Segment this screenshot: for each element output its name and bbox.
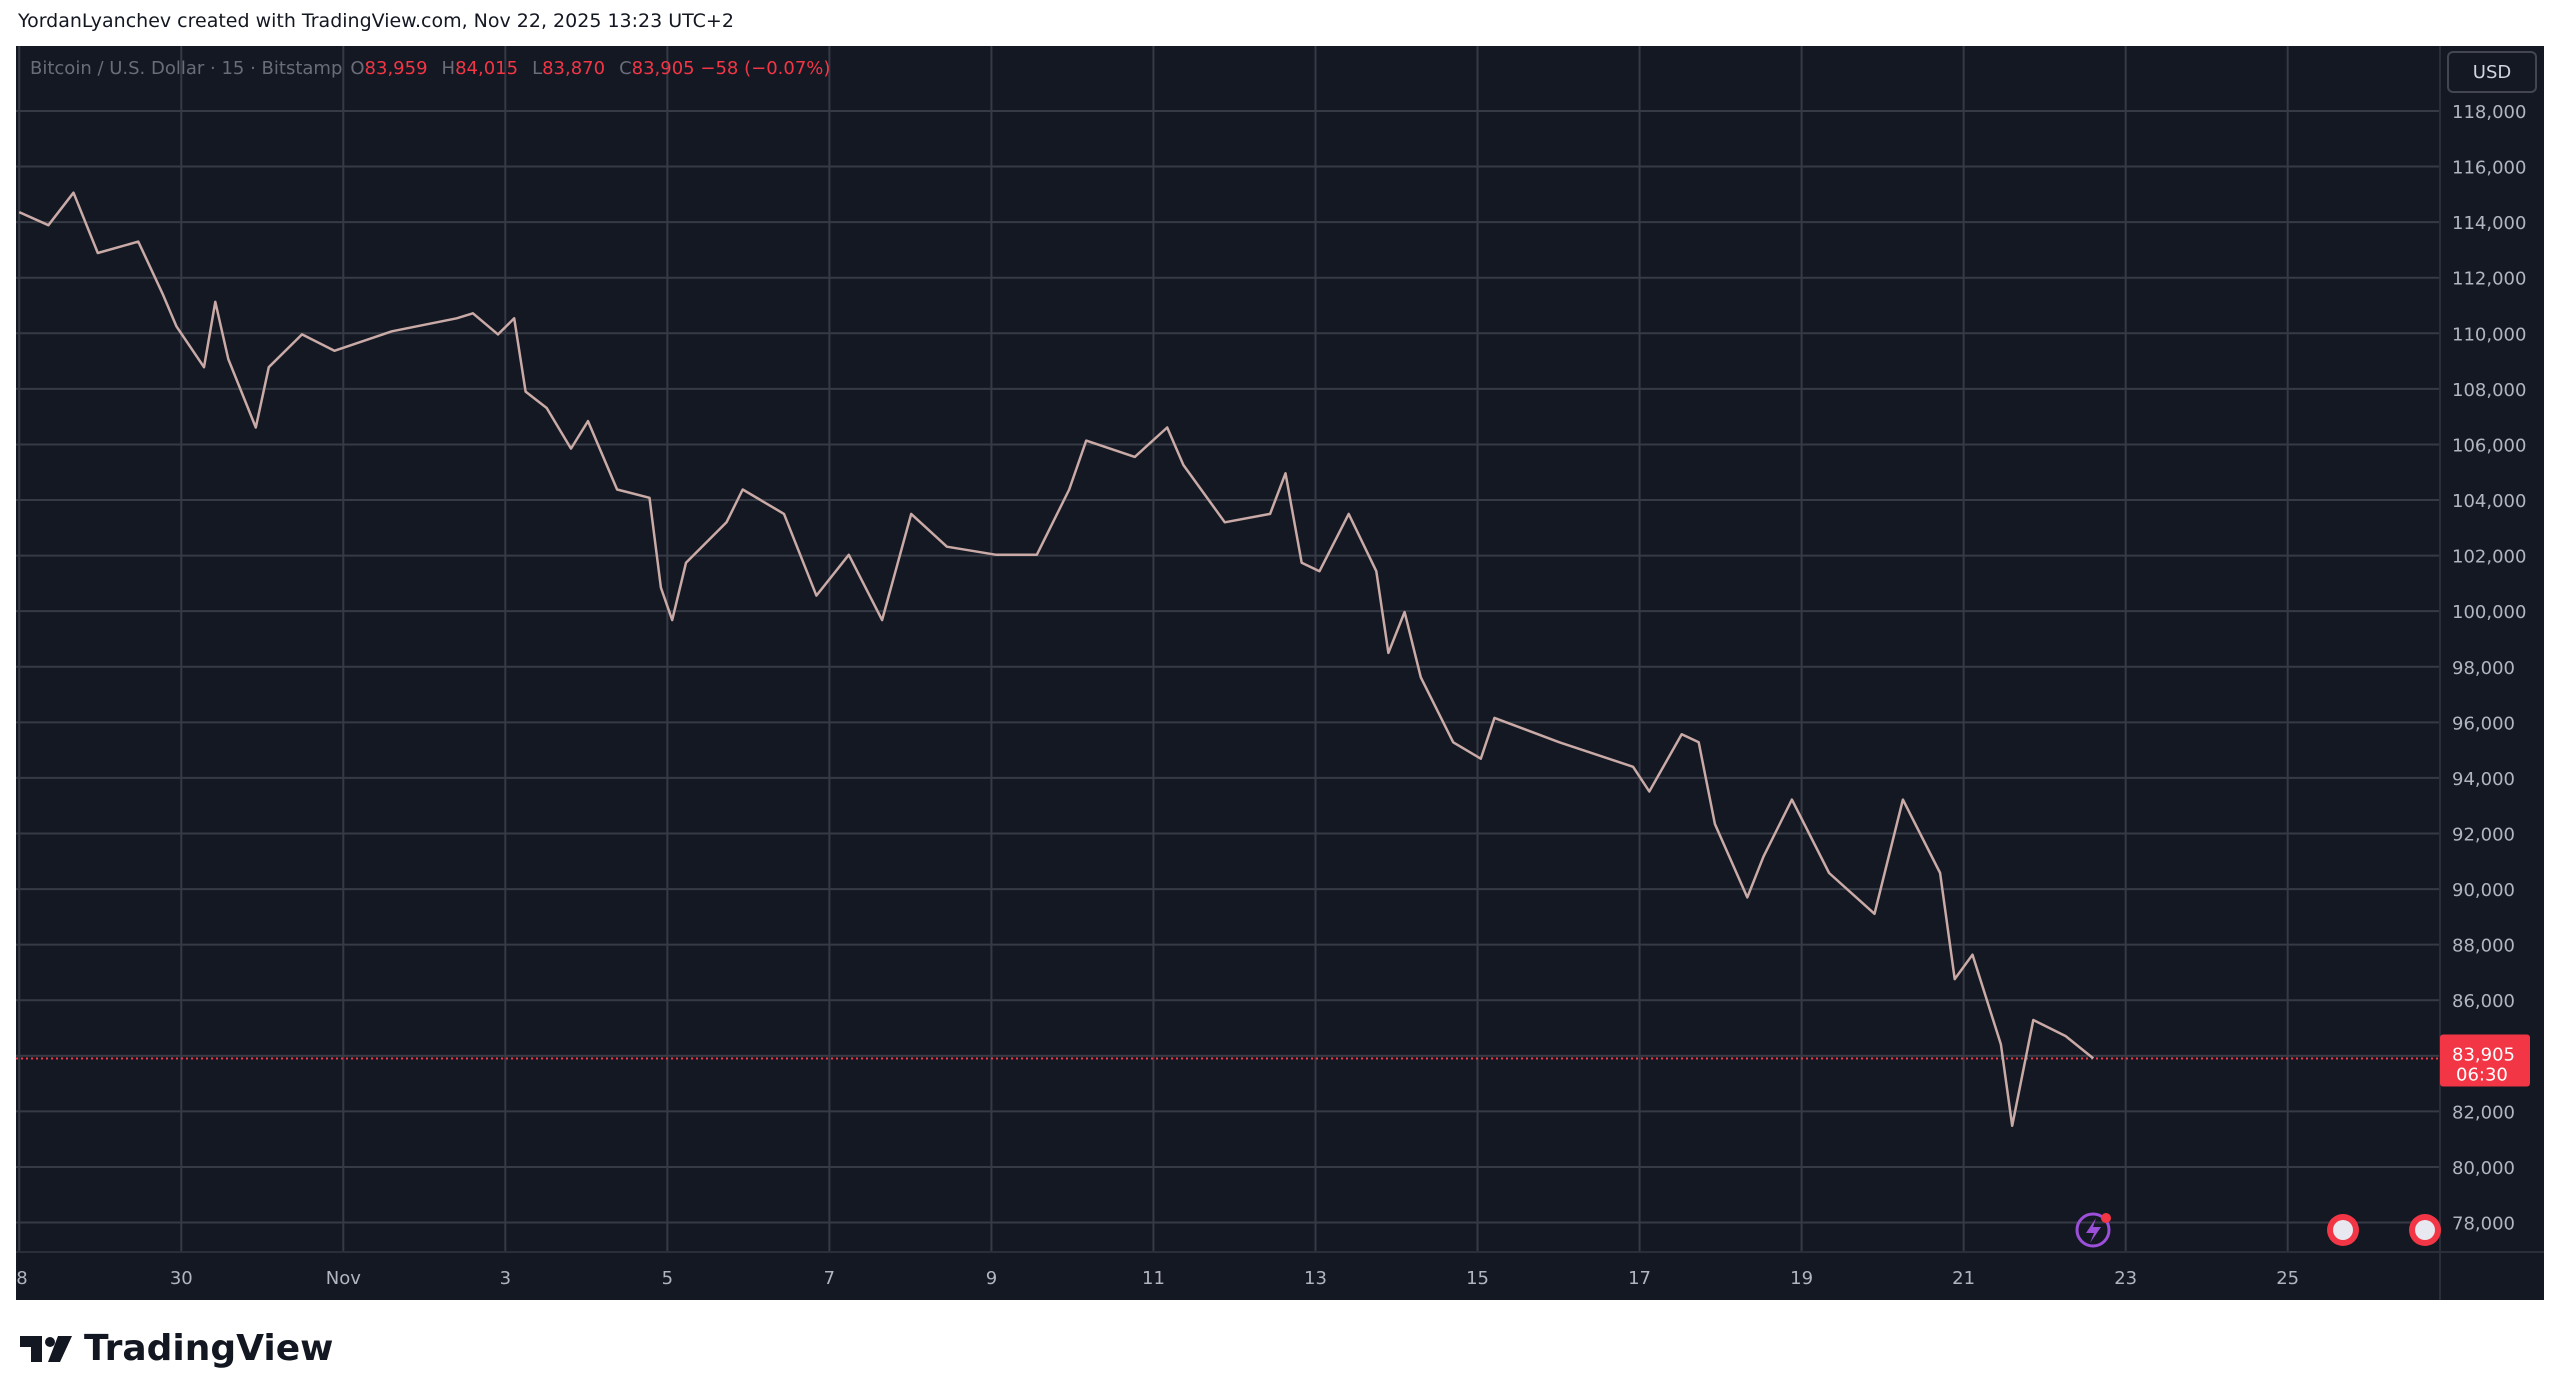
x-tick-label: 25 bbox=[2276, 1268, 2299, 1289]
y-tick-label: 104,000 bbox=[2452, 491, 2526, 512]
y-tick-label: 90,000 bbox=[2452, 880, 2515, 901]
y-tick-label: 92,000 bbox=[2452, 824, 2515, 845]
ohlc-value: 84,015 bbox=[455, 58, 519, 79]
y-tick-label: 78,000 bbox=[2452, 1214, 2515, 1235]
x-tick-label: 5 bbox=[662, 1268, 673, 1289]
event-icon bbox=[2075, 1212, 2111, 1248]
y-tick-label: 98,000 bbox=[2452, 658, 2515, 679]
y-tick-label: 112,000 bbox=[2452, 269, 2526, 290]
x-tick-label: 30 bbox=[170, 1268, 193, 1289]
y-tick-label: 106,000 bbox=[2452, 435, 2526, 456]
x-tick-label: 17 bbox=[1628, 1268, 1651, 1289]
price-line bbox=[18, 191, 2095, 1128]
event-icon bbox=[2086, 1218, 2101, 1243]
x-tick-label: 23 bbox=[2114, 1268, 2137, 1289]
x-tick-label: 19 bbox=[1790, 1268, 1813, 1289]
x-tick-label: 9 bbox=[986, 1268, 997, 1289]
x-tick-label: Nov bbox=[326, 1268, 361, 1289]
ohlc: O83,959 H84,015 L83,870 C83,905 bbox=[342, 58, 694, 79]
chart: USD 78,00080,00082,00084,00086,00088,000… bbox=[16, 46, 2544, 1300]
logo-icon bbox=[20, 1335, 72, 1362]
y-tick-label: 82,000 bbox=[2452, 1102, 2515, 1123]
event-icons bbox=[2075, 1212, 2441, 1248]
legend: Bitcoin / U.S. Dollar · 15 · Bitstamp O83… bbox=[30, 58, 830, 79]
symbol-title: Bitcoin / U.S. Dollar · 15 · Bitstamp bbox=[30, 58, 343, 79]
x-tick-label: 7 bbox=[824, 1268, 835, 1289]
ohlc-value: 83,870 bbox=[542, 58, 606, 79]
y-tick-label: 94,000 bbox=[2452, 769, 2515, 790]
y-tick-label: 88,000 bbox=[2452, 936, 2515, 957]
change: −58 (−0.07%) bbox=[700, 58, 831, 79]
y-tick-label: 114,000 bbox=[2452, 213, 2526, 234]
ohlc-key: L bbox=[532, 58, 543, 79]
ohlc-value: 83,905 bbox=[631, 58, 695, 79]
y-tick-label: 110,000 bbox=[2452, 324, 2526, 345]
y-tick-label: 102,000 bbox=[2452, 547, 2526, 568]
ohlc-key: O bbox=[350, 58, 365, 79]
event-icon bbox=[2415, 1220, 2435, 1240]
y-tick-label: 96,000 bbox=[2452, 713, 2515, 734]
y-tick-label: 86,000 bbox=[2452, 991, 2515, 1012]
last-price-tag bbox=[2440, 1034, 2530, 1087]
chart-panel: USD 78,00080,00082,00084,00086,00088,000… bbox=[16, 46, 2544, 1300]
credit: YordanLyanchev created with TradingView.… bbox=[18, 10, 734, 32]
countdown: 06:30 bbox=[2456, 1064, 2508, 1085]
y-tick-label: 100,000 bbox=[2452, 602, 2526, 623]
y-tick-label: 80,000 bbox=[2452, 1158, 2515, 1179]
grid bbox=[16, 46, 2440, 1252]
x-tick-label: 11 bbox=[1142, 1268, 1165, 1289]
y-tick-label: 108,000 bbox=[2452, 380, 2526, 401]
last-price-label: 83,905 bbox=[2452, 1044, 2515, 1065]
ohlc-key: C bbox=[619, 58, 632, 79]
x-tick-label: 3 bbox=[500, 1268, 511, 1289]
ohlc-key: H bbox=[441, 58, 456, 79]
event-icon bbox=[2101, 1213, 2111, 1223]
x-tick-label: 13 bbox=[1304, 1268, 1327, 1289]
plot bbox=[16, 191, 2440, 1128]
logo-text: TradingView bbox=[84, 1328, 334, 1369]
currency: USD bbox=[2473, 62, 2511, 83]
currency-box[interactable] bbox=[2447, 51, 2537, 93]
event-icon bbox=[2333, 1220, 2353, 1240]
ohlc-value: 83,959 bbox=[364, 58, 428, 79]
logo: TradingView bbox=[20, 1328, 333, 1369]
y-tick-label: 118,000 bbox=[2452, 102, 2526, 123]
x-tick-label: 8 bbox=[16, 1268, 27, 1289]
y-tick-label: 116,000 bbox=[2452, 158, 2526, 179]
x-tick-label: 21 bbox=[1952, 1268, 1975, 1289]
x-tick-label: 15 bbox=[1466, 1268, 1489, 1289]
